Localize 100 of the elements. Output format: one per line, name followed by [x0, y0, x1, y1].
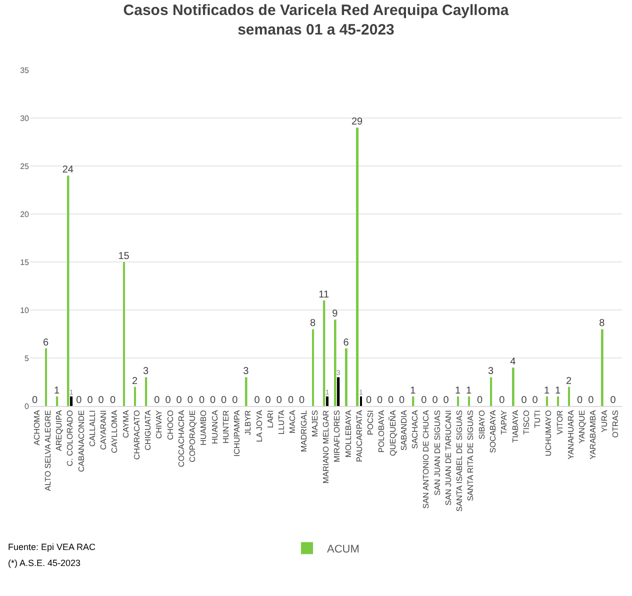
x-tick-label: CHOCO — [166, 410, 175, 440]
data-label: 15 — [118, 251, 130, 262]
data-label: 0 — [165, 395, 172, 406]
bar — [145, 377, 148, 406]
y-tick-label: 25 — [20, 162, 30, 171]
x-tick-label: SAN JUAN DE SIGUAS — [432, 410, 442, 496]
x-tick-label: SAN JUAN DE TARUCANI — [444, 410, 454, 506]
data-label: 0 — [76, 395, 82, 406]
data-label: 24 — [62, 164, 74, 176]
data-label: 0 — [176, 395, 182, 406]
x-tick-label: TAPAY — [500, 410, 509, 435]
data-label: 11 — [318, 289, 330, 300]
data-label: 0 — [477, 395, 483, 406]
data-label: 0 — [366, 395, 372, 406]
data-label: 6 — [343, 337, 350, 348]
data-label: 9 — [332, 308, 338, 320]
bar — [345, 348, 348, 406]
x-tick-label: TUTI — [533, 410, 542, 428]
x-tick-label: LA JOYA — [254, 410, 264, 442]
x-tick-label: CHIVAY — [154, 410, 164, 439]
data-label: 0 — [610, 395, 616, 406]
y-tick-label: 0 — [24, 402, 30, 411]
data-label: 1 — [410, 385, 416, 396]
x-tick-label: SAN ANTONIO DE CHUCA — [422, 410, 431, 509]
bar — [568, 386, 570, 406]
data-label: 0 — [98, 395, 104, 406]
x-tick-label: SANTA RITA DE SIGUAS — [466, 410, 476, 502]
bar — [123, 262, 125, 406]
data-label: 0 — [32, 395, 38, 406]
data-label: 6 — [43, 337, 49, 348]
x-tick-label: MOLLEBAYA — [344, 410, 353, 458]
data-label: 29 — [351, 116, 364, 128]
data-label: 0 — [288, 395, 294, 406]
bar — [490, 377, 492, 406]
data-label: 0 — [199, 395, 205, 406]
x-tick-label: POLOBAYA — [377, 410, 386, 453]
x-tick-label: MACA — [288, 410, 298, 434]
bar — [67, 176, 70, 406]
x-tick-label: LARI — [266, 410, 275, 428]
data-label: 0 — [87, 395, 94, 406]
bar — [312, 329, 314, 406]
data-label: 0 — [377, 395, 383, 406]
x-tick-label: COPORAQUE — [188, 410, 198, 462]
x-tick-label: CAYMA — [121, 410, 130, 438]
data-label: 0 — [532, 395, 538, 406]
data-label: 0 — [221, 395, 228, 406]
bar — [360, 396, 362, 406]
data-label: 0 — [276, 395, 282, 406]
x-tick-label: SIBAYO — [477, 410, 486, 440]
x-tick-label: YARABAMBA — [588, 410, 598, 460]
x-tick-label: TIABAYA — [510, 410, 520, 443]
source-note: Fuente: Epi VEA RAC — [8, 542, 96, 552]
data-label: 3 — [243, 366, 250, 378]
x-tick-label: VITOR — [555, 410, 564, 435]
data-label: 1 — [54, 385, 60, 396]
data-label: 0 — [577, 395, 584, 406]
data-label: 8 — [599, 318, 606, 330]
data-label: 0 — [110, 395, 116, 406]
x-tick-label: YURA — [600, 410, 609, 432]
x-tick-label: SANTA ISABEL DE SIGUAS — [455, 410, 464, 512]
bar — [468, 396, 470, 406]
bar — [557, 396, 559, 406]
x-tick-label: OTRAS — [610, 410, 620, 438]
x-tick-label: MAJES — [310, 410, 320, 437]
data-label: 1 — [455, 385, 461, 396]
bar — [70, 396, 73, 406]
data-label: 4 — [510, 356, 516, 368]
data-label: 0 — [254, 395, 260, 406]
y-tick-label: 15 — [20, 258, 30, 267]
x-tick-label: HUAMBO — [199, 410, 208, 446]
x-tick-label: MADRIGAL — [299, 410, 308, 452]
y-tick-label: 10 — [20, 306, 30, 315]
bar — [412, 396, 414, 406]
x-tick-label: HUNTER — [221, 410, 230, 444]
x-tick-label: CAYARANI — [99, 410, 108, 450]
data-label: 1 — [466, 385, 472, 396]
data-label: 0 — [265, 395, 272, 406]
bar — [601, 329, 604, 406]
y-tick-label: 30 — [20, 114, 30, 123]
y-tick-label: 20 — [20, 210, 30, 219]
data-label: 0 — [232, 395, 238, 406]
data-label: 2 — [132, 376, 138, 387]
bar — [323, 300, 326, 406]
data-label: 0 — [443, 395, 450, 406]
chart-subtitle: semanas 01 a 45-2023 — [238, 21, 394, 38]
x-tick-label: POCSI — [366, 410, 376, 436]
y-tick-label: 5 — [24, 354, 30, 363]
x-tick-label: ICHUPAMPA — [232, 410, 242, 457]
x-tick-label: UCHUMAYO — [544, 410, 554, 456]
bar — [546, 396, 548, 406]
data-label: 0 — [154, 395, 160, 406]
data-label: 0 — [588, 395, 594, 406]
x-tick-label: SABANDIA — [399, 410, 408, 451]
bar — [457, 396, 459, 406]
data-label: 0 — [432, 395, 438, 406]
x-tick-label: COCACHACRA — [176, 410, 186, 468]
chart-title: Casos Notificados de Varicela Red Arequipa Caylloma — [123, 2, 510, 19]
x-tick-label: CHIGUATA — [144, 410, 153, 450]
data-label: 1 — [555, 385, 561, 396]
bar — [245, 377, 248, 406]
